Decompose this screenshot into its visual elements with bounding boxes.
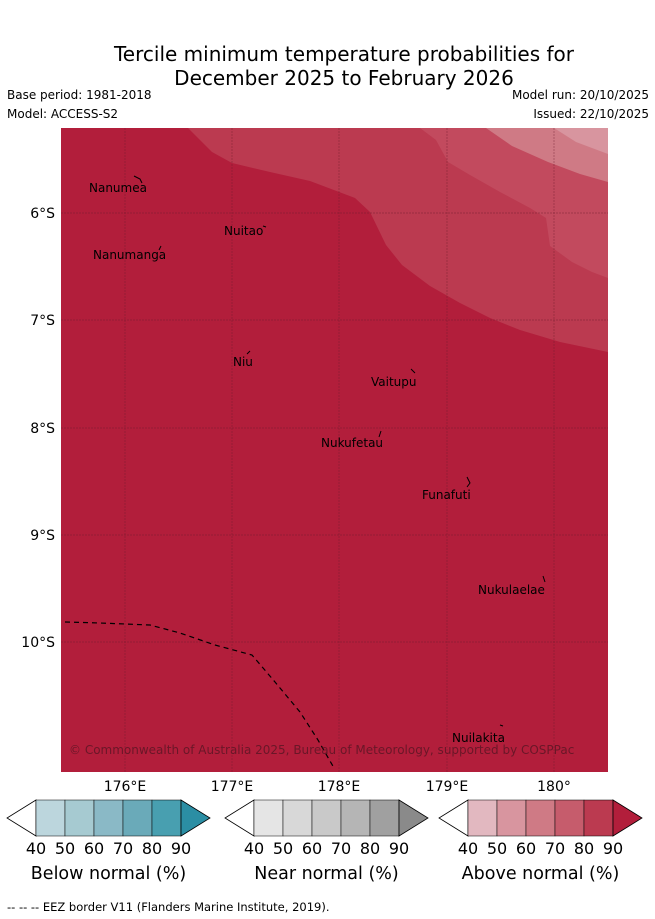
colorbar-cell (496, 799, 527, 837)
colorbar-cell (253, 799, 284, 837)
colorbar-title-below: Below normal (%) (30, 864, 187, 884)
colorbar-cell (64, 799, 95, 837)
colorbar-tick-label: 80 (359, 839, 381, 858)
colorbar-tick-label: 50 (486, 839, 508, 858)
colorbars (6, 799, 643, 837)
colorbar-cell (340, 799, 371, 837)
latitude-axis: 6°S 7°S 8°S 9°S 10°S (21, 206, 55, 651)
colorbar-tick-label: 70 (544, 839, 566, 858)
colorbar-extend-low (438, 799, 469, 837)
graticule (61, 128, 608, 772)
probability-field (61, 128, 608, 772)
colorbar-above (438, 799, 643, 837)
colorbar-tick-label: 60 (301, 839, 323, 858)
colorbar-tick-label: 60 (83, 839, 105, 858)
lat-label-9s: 9°S (30, 528, 55, 544)
colorbar-title-above: Above normal (%) (461, 864, 620, 884)
issued-date: Issued: 22/10/2025 (533, 107, 649, 121)
zone-above-60 (554, 128, 608, 154)
islands (133, 175, 546, 727)
chart-title-line2: December 2025 to February 2026 (174, 66, 514, 90)
colorbar-cell (151, 799, 182, 837)
colorbar-extend-low (224, 799, 255, 837)
colorbar-tick-label: 90 (388, 839, 410, 858)
place-label-nukufetau: Nukufetau (321, 436, 383, 450)
longitude-axis: 176°E 177°E 178°E 179°E 180° (104, 779, 571, 795)
place-label-nuilakita: Nuilakita (452, 731, 505, 745)
colorbar-tick-label: 40 (243, 839, 265, 858)
eez-border (64, 621, 335, 769)
place-label-funafuti: Funafuti (422, 488, 471, 502)
colorbar-tick-label: 70 (112, 839, 134, 858)
colorbar-tick-label: 90 (602, 839, 624, 858)
colorbar-cell (583, 799, 614, 837)
colorbar-tick-label: 70 (330, 839, 352, 858)
colorbar-tick-label: 90 (170, 839, 192, 858)
lat-label-6s: 6°S (30, 206, 55, 222)
place-label-nuitao: Nuitao (224, 224, 263, 238)
colorbar-tick-label: 60 (515, 839, 537, 858)
nuitao-island-shape (262, 225, 267, 228)
colorbar-tick-label: 40 (457, 839, 479, 858)
lat-label-10s: 10°S (21, 635, 55, 651)
vaitupu-island-shape (410, 368, 416, 374)
nukufetau-island-shape (378, 430, 382, 438)
colorbar-cell (311, 799, 342, 837)
colorbar-cell (282, 799, 313, 837)
place-label-vaitupu: Vaitupu (371, 375, 417, 389)
lat-label-7s: 7°S (30, 313, 55, 329)
colorbar-cell (93, 799, 124, 837)
nanumanga-island-shape (158, 245, 162, 251)
colorbar-extend-high (180, 799, 211, 837)
nanumea-island-shape (133, 175, 143, 184)
copyright-notice: © Commonwealth of Australia 2025, Bureau… (69, 743, 574, 757)
place-labels: Nanumea Nuitao Nanumanga Niu Vaitupu Nuk… (89, 181, 545, 745)
model-name: Model: ACCESS-S2 (7, 107, 119, 121)
lon-label-177e: 177°E (211, 779, 254, 795)
colorbar-cell (554, 799, 585, 837)
lon-label-179e: 179°E (426, 779, 469, 795)
colorbar-tick-label: 80 (141, 839, 163, 858)
colorbar-extend-high (612, 799, 643, 837)
colorbar-tick-label: 40 (25, 839, 47, 858)
base-period: Base period: 1981-2018 (7, 88, 152, 102)
colorbar-tick-label: 50 (272, 839, 294, 858)
colorbar-extend-low (6, 799, 37, 837)
colorbar-cell (369, 799, 400, 837)
colorbar-cell (467, 799, 498, 837)
colorbar-cell (525, 799, 556, 837)
colorbar-tick-label: 80 (573, 839, 595, 858)
nukulaelae-island-shape (542, 575, 546, 583)
place-label-nanumea: Nanumea (89, 181, 147, 195)
lat-label-8s: 8°S (30, 421, 55, 437)
place-label-niu: Niu (233, 355, 253, 369)
model-run: Model run: 20/10/2025 (511, 88, 649, 102)
colorbar-cell (35, 799, 66, 837)
funafuti-island-shape (466, 476, 471, 488)
place-label-nukulaelae: Nukulaelae (478, 583, 545, 597)
lon-label-176e: 176°E (104, 779, 147, 795)
colorbar-near (224, 799, 429, 837)
colorbar-cell (122, 799, 153, 837)
eez-footnote: -- -- -- EEZ border V11 (Flanders Marine… (7, 900, 330, 914)
colorbar-below (6, 799, 211, 837)
niu-island-shape (246, 350, 251, 355)
colorbar-tick-label: 50 (54, 839, 76, 858)
chart-title-line1: Tercile minimum temperature probabilitie… (113, 42, 575, 66)
colorbar-extend-high (398, 799, 429, 837)
colorbar-title-near: Near normal (%) (254, 864, 399, 884)
place-label-nanumanga: Nanumanga (93, 248, 166, 262)
lon-label-178e: 178°E (318, 779, 361, 795)
nuilakita-island-shape (499, 724, 504, 727)
lon-label-180: 180° (537, 779, 571, 795)
